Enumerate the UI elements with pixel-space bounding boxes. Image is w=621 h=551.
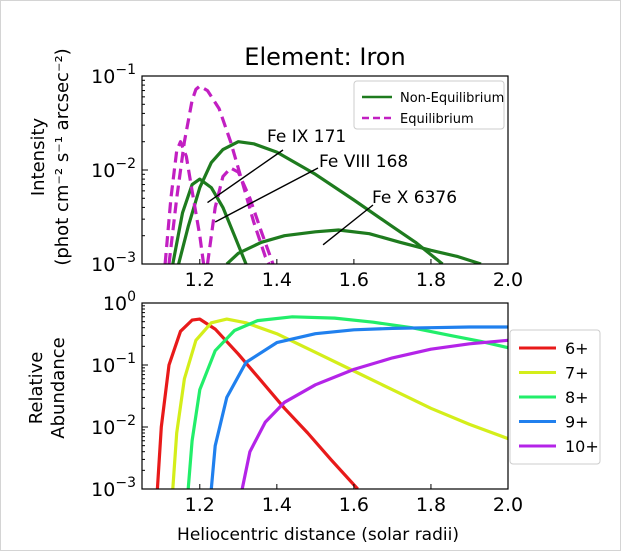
x-axis-label: Heliocentric distance (solar radii) [177,525,459,545]
bottom-ylabel-line1: Relative [26,352,47,425]
series-line-equilibrium-fe-viii-168 [163,140,206,264]
x-tick-label: 1.2 [185,494,215,516]
legend-label: Equilibrium [400,112,474,127]
annotation-pointer [207,149,284,204]
abundance-plot-area: 1.2 1.4 1.6 1.8 2.0 100 10−1 10−2 10−3 [91,289,523,516]
x-tick-label: 2.0 [493,494,523,516]
x-tick-label: 1.4 [262,494,292,516]
series-line-7- [171,317,508,489]
top-ylabel-line2: (phot cm⁻² s⁻¹ arcsec⁻²) [52,48,73,265]
legend-label: 10+ [565,437,599,456]
annotation-label: Fe VIII 168 [319,152,408,172]
x-tick-label: 1.6 [339,494,369,516]
x-tick-label: 1.4 [262,269,292,291]
series-lines [155,315,508,489]
y-tick-label: 10−1 [91,62,136,88]
y-tick-label: 10−3 [91,250,136,276]
series-lines [163,84,482,264]
x-tick-label: 1.2 [185,269,215,291]
y-tick-label: 10−2 [91,413,136,439]
intensity-legend: Non-Equilibrium Equilibrium [353,80,505,130]
annotation-label: Fe IX 171 [267,127,346,147]
y-tick-label: 10−3 [91,475,136,501]
series-line-equilibrium-fe-ix-171 [167,84,271,264]
legend-box [353,80,505,130]
legend-label: 6+ [565,339,589,358]
y-tick-label: 10−1 [91,351,136,377]
abundance-legend: 6+ 7+ 8+ 9+ 10+ [509,329,601,465]
series-line-non-equilibrium-fe-viii-168 [171,177,248,264]
series-line-non-equilibrium-fe-x-6376 [225,228,482,264]
annotation-pointer [214,167,319,223]
bottom-ylabel-line2: Abundance [48,337,69,438]
x-tick-label: 2.0 [493,269,523,291]
legend-label: 7+ [565,364,589,383]
legend-label: Non-Equilibrium [400,91,504,106]
axes-frame [141,302,509,490]
annotation-pointer [322,204,374,246]
intensity-panel: Element: Iron Intensity (phot cm⁻² s⁻¹ a… [28,43,523,291]
series-line-9- [209,325,508,489]
top-ylabel-line1: Intensity [28,117,49,196]
intensity-plot-area: 1.2 1.4 1.6 1.8 2.0 10−1 10−2 10−3 [91,62,523,291]
x-tick-label: 1.8 [416,494,446,516]
series-line-10- [240,338,508,489]
annotation-group: Fe IX 171 Fe VIII 168 Fe X 6376 [207,127,457,246]
y-tick-label: 10−2 [91,156,136,182]
y-tick-label: 100 [103,289,136,315]
annotation-label: Fe X 6376 [372,188,457,208]
legend-label: 9+ [565,413,589,432]
abundance-panel: Relative Abundance 1.2 1.4 1.6 1.8 2.0 100 10−… [26,289,601,545]
series-line-8- [186,315,508,489]
x-tick-label: 1.8 [416,269,446,291]
legend-label: 8+ [565,388,589,407]
x-tick-label: 1.6 [339,269,369,291]
series-line-6- [155,317,359,489]
series-line-non-equilibrium-fe-ix-171 [177,140,444,264]
series-line-equilibrium-fe-x-6376 [205,166,275,264]
chart-title: Element: Iron [244,43,405,71]
